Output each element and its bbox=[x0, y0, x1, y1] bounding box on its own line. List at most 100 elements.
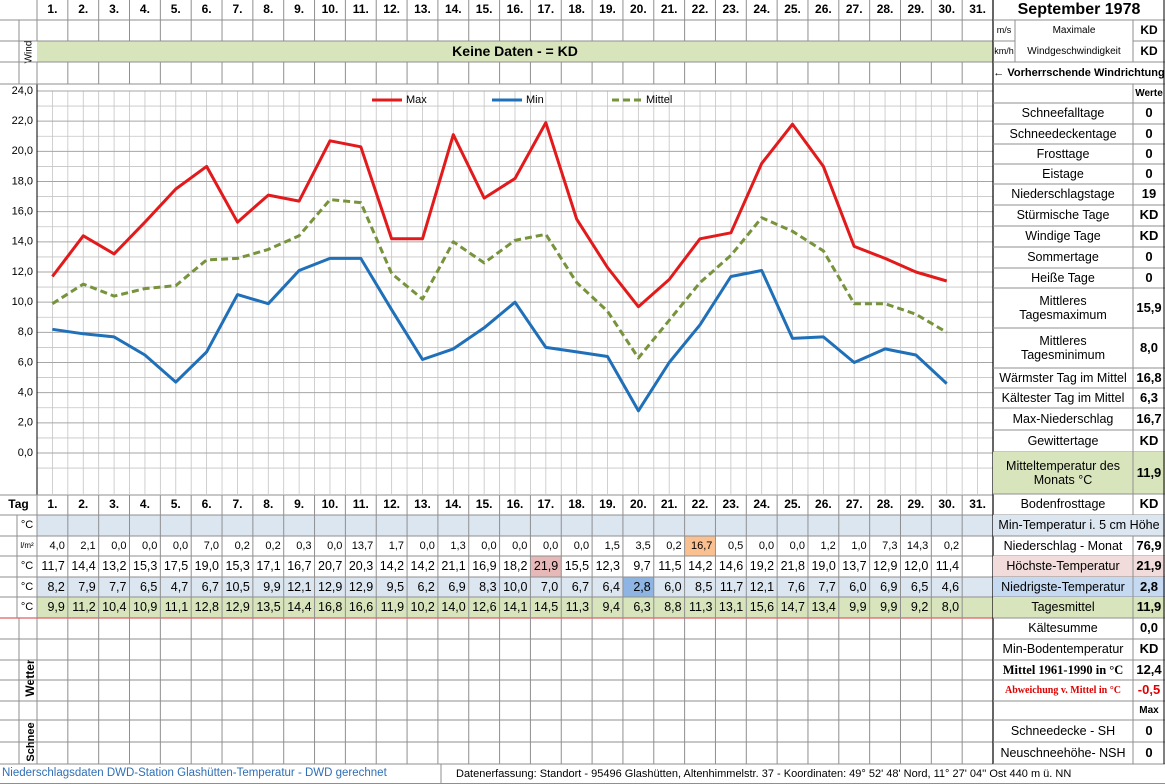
stat-value: 11,9 bbox=[1136, 599, 1162, 615]
day-label: 21. bbox=[660, 497, 678, 512]
table-cell: 9,5 bbox=[386, 579, 405, 594]
day-header: 11. bbox=[352, 2, 369, 17]
day-header: 12. bbox=[383, 2, 400, 17]
stat-label: Sommertage bbox=[1027, 250, 1099, 265]
table-cell: 6,0 bbox=[664, 579, 682, 594]
stat-label: Tagesmittel bbox=[1031, 600, 1095, 615]
legend-label: Min bbox=[526, 94, 544, 106]
y-tick-label: 0,0 bbox=[18, 447, 33, 459]
table-cell: 1,2 bbox=[820, 539, 836, 552]
table-cell: 9,2 bbox=[910, 600, 929, 615]
table-cell: 12,9 bbox=[873, 559, 898, 574]
table-cell: 12,9 bbox=[318, 579, 343, 594]
stat-label: Niederschlagstage bbox=[1011, 187, 1115, 202]
wind-max-value: KD bbox=[1140, 22, 1158, 37]
stat-value: Werte bbox=[1135, 87, 1163, 99]
day-label: 18. bbox=[568, 497, 585, 512]
day-label: 29. bbox=[907, 497, 925, 512]
day-header: 13. bbox=[414, 2, 431, 17]
day-header: 19. bbox=[599, 2, 616, 17]
table-cell: 12,0 bbox=[903, 559, 929, 574]
day-header: 2. bbox=[78, 2, 89, 17]
table-cell: 16,9 bbox=[472, 559, 497, 574]
day-label: 7. bbox=[232, 497, 243, 512]
table-cell: 10,4 bbox=[102, 600, 127, 615]
table-cell: 8,5 bbox=[695, 579, 713, 594]
stat-value: Max bbox=[1139, 704, 1159, 716]
day-header: 22. bbox=[691, 2, 709, 17]
series-line bbox=[51, 121, 948, 309]
table-cell: 12,3 bbox=[595, 559, 620, 574]
stat-value: 0 bbox=[1145, 744, 1153, 760]
table-cell: 14,5 bbox=[533, 600, 559, 615]
day-label: 25. bbox=[784, 497, 801, 512]
table-cell: 14,6 bbox=[718, 559, 744, 574]
table-cell: 12,1 bbox=[287, 579, 312, 594]
table-cell: 9,4 bbox=[602, 600, 620, 615]
day-header: 18. bbox=[568, 2, 585, 17]
stat-value: 0 bbox=[1145, 145, 1153, 161]
table-cell: 7,7 bbox=[109, 579, 127, 594]
stat-value: 0 bbox=[1145, 105, 1153, 121]
y-tick-label: 12,0 bbox=[12, 266, 33, 278]
table-cell: 13,4 bbox=[811, 600, 836, 615]
table-cell: 4,7 bbox=[170, 579, 189, 594]
stat-value: 2,8 bbox=[1139, 578, 1159, 594]
table-cell: 17,1 bbox=[256, 559, 281, 574]
table-cell: 16,7 bbox=[691, 539, 713, 552]
day-label: 17. bbox=[537, 497, 555, 512]
table-cell: 6,3 bbox=[633, 600, 651, 615]
day-label: 30. bbox=[938, 497, 956, 512]
table-cell: 6,4 bbox=[602, 579, 620, 594]
stat-value: 0 bbox=[1145, 722, 1153, 738]
stat-label: Niedrigste-Temperatur bbox=[1001, 579, 1125, 594]
unit-label: °C bbox=[20, 601, 34, 614]
table-cell: 14,4 bbox=[287, 600, 312, 615]
day-label: 28. bbox=[876, 497, 894, 512]
day-header: 9. bbox=[294, 2, 305, 17]
table-cell: 0,0 bbox=[419, 539, 435, 552]
table-cell: 9,9 bbox=[849, 600, 867, 615]
stat-label: Mitteltemperatur des Monats °C bbox=[1006, 458, 1120, 487]
stat-value: KD bbox=[1139, 228, 1159, 244]
table-cell: 1,7 bbox=[388, 539, 405, 552]
stat-label: Frosttage bbox=[1036, 146, 1090, 161]
day-header: 28. bbox=[876, 2, 894, 17]
day-header: 8. bbox=[263, 2, 274, 17]
table-cell: 7,6 bbox=[787, 579, 805, 594]
table-cell: 0,2 bbox=[666, 539, 682, 552]
y-tick-label: 14,0 bbox=[12, 236, 33, 248]
day-label: 23. bbox=[722, 497, 740, 512]
stat-value: 6,3 bbox=[1139, 389, 1159, 405]
day-header: 5. bbox=[170, 2, 181, 17]
stat-label: Schneedecke - SH bbox=[1010, 723, 1116, 738]
table-cell: 14,2 bbox=[410, 559, 435, 574]
table-cell: 21,9 bbox=[533, 559, 559, 574]
stat-label: Abweichung v. Mittel in °C bbox=[1005, 684, 1121, 696]
highlight-cell bbox=[530, 556, 562, 577]
day-label: 20. bbox=[629, 497, 647, 512]
wind-banner-bg bbox=[37, 41, 993, 62]
table-cell: 0,2 bbox=[265, 539, 281, 552]
soil-row-bg bbox=[37, 515, 993, 536]
stat-bg bbox=[993, 556, 1165, 577]
table-cell: 11,7 bbox=[719, 579, 744, 594]
stat-value: 0 bbox=[1145, 125, 1153, 141]
stat-value: 12,4 bbox=[1136, 661, 1162, 677]
table-cell: 20,7 bbox=[318, 559, 343, 574]
min-row-bg bbox=[37, 577, 993, 597]
day-header: 15. bbox=[475, 2, 493, 17]
table-cell: 0,0 bbox=[111, 539, 127, 552]
stat-label: Kältester Tag im Mittel bbox=[1001, 390, 1125, 405]
table-cell: 14,0 bbox=[441, 600, 466, 615]
day-label: 31. bbox=[969, 497, 986, 512]
table-cell: 6,5 bbox=[910, 579, 929, 594]
table-cell: 14,1 bbox=[503, 600, 528, 615]
day-header: 1. bbox=[47, 2, 58, 17]
table-cell: 8,2 bbox=[47, 579, 65, 594]
stat-label: Bodenfrosttage bbox=[1020, 497, 1106, 512]
y-tick-label: 16,0 bbox=[12, 206, 33, 218]
table-cell: 13,5 bbox=[256, 600, 281, 615]
day-label: 26. bbox=[815, 497, 832, 512]
